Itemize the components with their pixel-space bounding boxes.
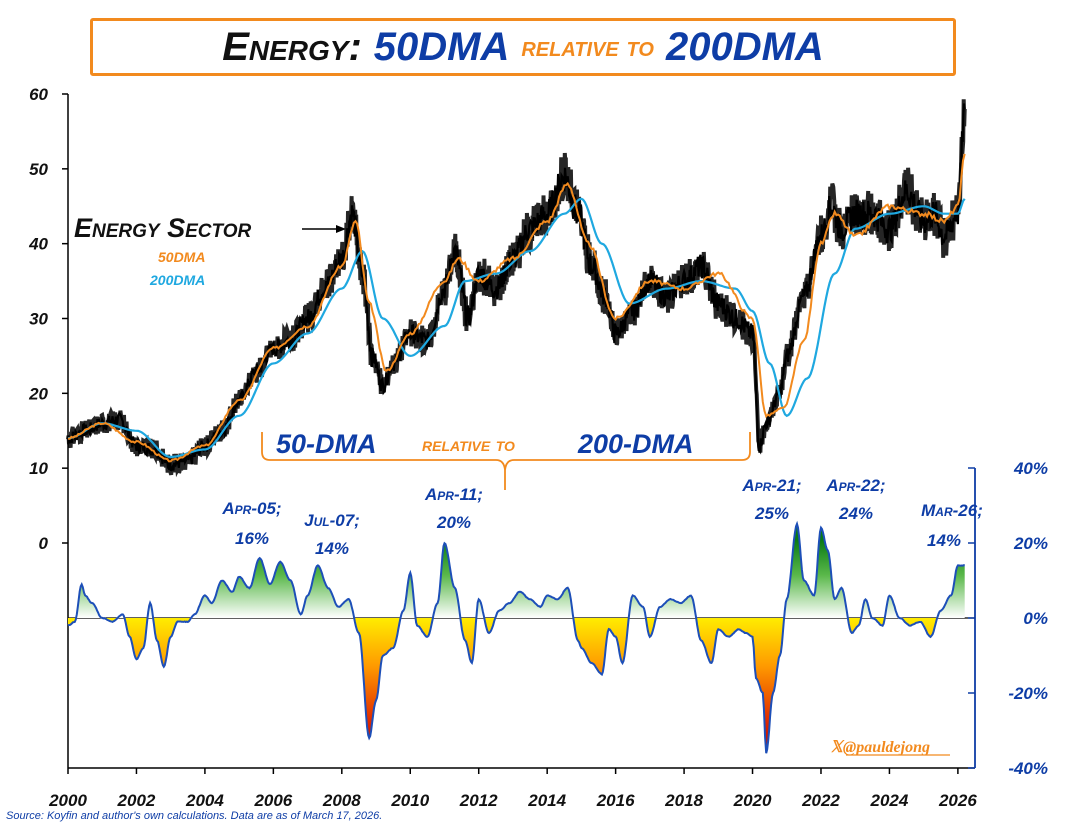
peak-annotation-date: Mar-26;	[921, 501, 983, 520]
subtitle-brace	[261, 432, 751, 490]
price-line	[67, 103, 966, 472]
subtitle-200dma: 200-DMA	[577, 429, 694, 459]
title-relative-to: relative to	[521, 31, 654, 62]
y-tick-label: 40	[28, 235, 48, 254]
peak-annotation-date: Jul-07;	[304, 511, 360, 530]
x-tick-label: 2002	[117, 791, 156, 810]
x-tick-label: 2000	[48, 791, 87, 810]
right-tick-label: -40%	[1008, 759, 1048, 778]
x-tick-label: 2014	[527, 791, 566, 810]
peak-annotation-value: 16%	[235, 529, 269, 548]
x-tick-label: 2026	[938, 791, 977, 810]
oscillator-negative-area	[68, 618, 965, 754]
x-tick-label: 2020	[733, 791, 772, 810]
y-tick-label: 20	[28, 384, 48, 403]
x-tick-label: 2008	[322, 791, 361, 810]
chart-title: Energy: 50DMA relative to 200DMA	[90, 18, 956, 76]
title-energy: Energy:	[222, 24, 362, 69]
right-tick-label: 20%	[1013, 534, 1048, 553]
x-tick-label: 2006	[253, 791, 292, 810]
x-tick-label: 2018	[664, 791, 703, 810]
y-tick-label: 0	[39, 534, 49, 553]
title-200dma: 200DMA	[665, 24, 824, 69]
x-tick-label: 2024	[870, 791, 909, 810]
peak-annotation-value: 24%	[838, 504, 873, 523]
peak-annotation-value: 25%	[754, 504, 789, 523]
y-tick-label: 50	[29, 160, 48, 179]
x-tick-label: 2004	[185, 791, 224, 810]
x-tick-label: 2010	[390, 791, 429, 810]
peak-annotation-value: 14%	[927, 531, 961, 550]
peak-annotation-date: Apr-21;	[741, 476, 801, 495]
right-tick-label: 40%	[1013, 459, 1048, 478]
energy-sector-label: Energy Sector	[74, 213, 252, 243]
oscillator-line	[67, 520, 966, 754]
legend-50dma: 50DMA	[158, 249, 205, 265]
y-tick-label: 30	[29, 310, 48, 329]
peak-annotation-value: 20%	[436, 513, 471, 532]
source-note: Source: Koyfin and author's own calculat…	[6, 810, 383, 822]
arrow-head-icon	[336, 225, 346, 233]
y-tick-label: 60	[29, 85, 48, 104]
right-tick-label: 0%	[1023, 609, 1048, 628]
peak-annotation-date: Apr-11;	[424, 485, 483, 504]
subtitle-relative-to: relative to	[422, 434, 515, 456]
y-tick-label: 10	[29, 459, 48, 478]
peak-annotation-date: Apr-05;	[221, 499, 281, 518]
dma50-line	[67, 153, 966, 463]
title-50dma: 50DMA	[373, 24, 510, 69]
peak-annotation-date: Apr-22;	[825, 476, 885, 495]
x-tick-label: 2012	[459, 791, 498, 810]
subtitle-50dma: 50-DMA	[276, 429, 377, 459]
x-tick-label: 2022	[801, 791, 840, 810]
dma200-line	[67, 197, 966, 458]
x-tick-label: 2016	[596, 791, 635, 810]
peak-annotation-value: 14%	[315, 539, 349, 558]
twitter-handle: 𝕏@pauldejong	[830, 739, 930, 756]
right-tick-label: -20%	[1008, 684, 1048, 703]
oscillator-positive-area	[68, 523, 965, 618]
legend-200dma: 200DMA	[149, 272, 205, 288]
